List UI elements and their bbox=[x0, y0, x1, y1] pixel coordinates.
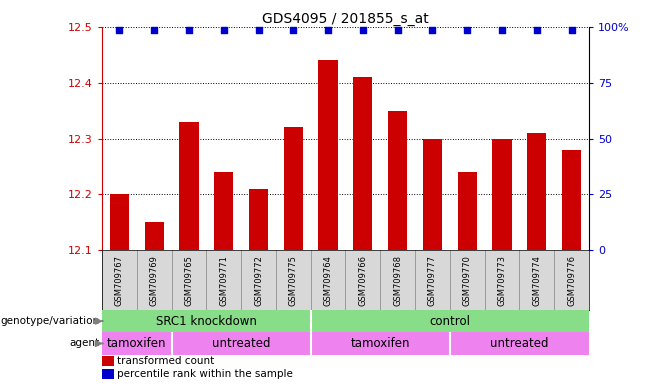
Bar bbox=[284, 127, 303, 250]
Text: GSM709772: GSM709772 bbox=[254, 255, 263, 306]
Text: SRC1 knockdown: SRC1 knockdown bbox=[156, 314, 257, 328]
Text: GSM709765: GSM709765 bbox=[184, 255, 193, 306]
Bar bbox=[145, 222, 164, 250]
Text: untreated: untreated bbox=[212, 337, 270, 350]
Point bbox=[427, 26, 438, 33]
Point bbox=[218, 26, 229, 33]
Title: GDS4095 / 201855_s_at: GDS4095 / 201855_s_at bbox=[262, 12, 429, 26]
Bar bbox=[102, 310, 311, 332]
Point bbox=[184, 26, 194, 33]
Text: tamoxifen: tamoxifen bbox=[351, 337, 410, 350]
Point bbox=[288, 26, 299, 33]
Point bbox=[462, 26, 472, 33]
Bar bbox=[249, 189, 268, 250]
Text: GSM709769: GSM709769 bbox=[149, 255, 159, 306]
Text: GSM709775: GSM709775 bbox=[289, 255, 298, 306]
Bar bbox=[527, 133, 546, 250]
Bar bbox=[214, 172, 234, 250]
Bar bbox=[311, 310, 589, 332]
Text: transformed count: transformed count bbox=[116, 356, 214, 366]
Text: GSM709777: GSM709777 bbox=[428, 255, 437, 306]
Text: GSM709766: GSM709766 bbox=[359, 255, 367, 306]
Point bbox=[567, 26, 577, 33]
Text: tamoxifen: tamoxifen bbox=[107, 337, 166, 350]
Point bbox=[323, 26, 334, 33]
Point bbox=[532, 26, 542, 33]
Point bbox=[392, 26, 403, 33]
Bar bbox=[311, 332, 450, 355]
Bar bbox=[562, 150, 581, 250]
Text: control: control bbox=[429, 314, 470, 328]
Text: GSM709776: GSM709776 bbox=[567, 255, 576, 306]
Bar bbox=[423, 139, 442, 250]
Bar bbox=[110, 194, 129, 250]
Text: agent: agent bbox=[70, 338, 99, 348]
Text: GSM709773: GSM709773 bbox=[497, 255, 507, 306]
Text: GSM709770: GSM709770 bbox=[463, 255, 472, 306]
Point bbox=[253, 26, 264, 33]
Bar bbox=[492, 139, 511, 250]
Bar bbox=[102, 332, 172, 355]
Point bbox=[149, 26, 159, 33]
Bar bbox=[353, 77, 372, 250]
Bar bbox=[180, 122, 199, 250]
Bar bbox=[450, 332, 589, 355]
Bar bbox=[457, 172, 477, 250]
Text: untreated: untreated bbox=[490, 337, 549, 350]
Point bbox=[357, 26, 368, 33]
Bar bbox=[318, 60, 338, 250]
Text: GSM709774: GSM709774 bbox=[532, 255, 542, 306]
Bar bbox=[172, 332, 311, 355]
Point bbox=[114, 26, 124, 33]
Text: GSM709767: GSM709767 bbox=[115, 255, 124, 306]
Text: GSM709771: GSM709771 bbox=[219, 255, 228, 306]
Text: genotype/variation: genotype/variation bbox=[1, 316, 99, 326]
Bar bbox=[388, 111, 407, 250]
Text: GSM709768: GSM709768 bbox=[393, 255, 402, 306]
Text: percentile rank within the sample: percentile rank within the sample bbox=[116, 369, 292, 379]
Bar bbox=[102, 369, 114, 379]
Text: GSM709764: GSM709764 bbox=[324, 255, 332, 306]
Bar bbox=[102, 356, 114, 366]
Point bbox=[497, 26, 507, 33]
